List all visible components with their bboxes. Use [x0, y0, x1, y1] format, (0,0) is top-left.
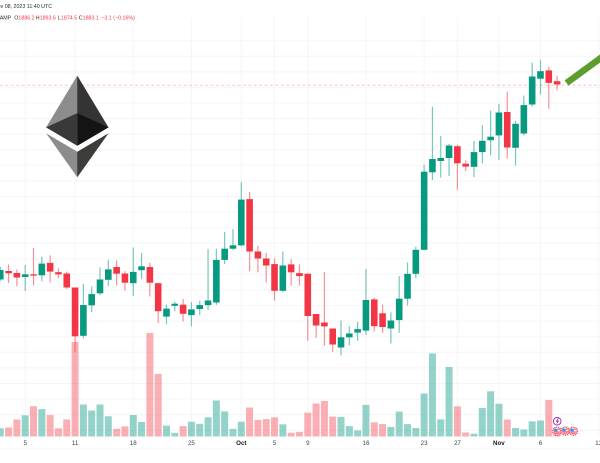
svg-text:Nov: Nov: [493, 440, 505, 447]
svg-text:9: 9: [306, 440, 310, 447]
svg-text:5: 5: [273, 440, 277, 447]
svg-text:AMP: AMP: [0, 15, 12, 21]
svg-text:23: 23: [421, 440, 428, 447]
svg-text:O1886.2: O1886.2: [14, 15, 34, 21]
svg-text:6: 6: [539, 440, 543, 447]
svg-text:Oct: Oct: [236, 440, 246, 447]
svg-text:5: 5: [23, 440, 27, 447]
svg-text:−3.1 (−0.16%): −3.1 (−0.16%): [101, 15, 135, 21]
svg-text:H1893.6: H1893.6: [36, 15, 56, 21]
svg-text:27: 27: [454, 440, 461, 447]
svg-text:25: 25: [188, 440, 195, 447]
svg-text:C1883.1: C1883.1: [79, 15, 99, 21]
svg-text:11: 11: [72, 440, 79, 447]
svg-text:18: 18: [130, 440, 137, 447]
svg-text:Nov 08, 2023 11:40 UTC: Nov 08, 2023 11:40 UTC: [0, 4, 52, 10]
svg-text:16: 16: [363, 440, 370, 447]
svg-text:13: 13: [595, 440, 600, 447]
svg-text:L1874.5: L1874.5: [58, 15, 77, 21]
